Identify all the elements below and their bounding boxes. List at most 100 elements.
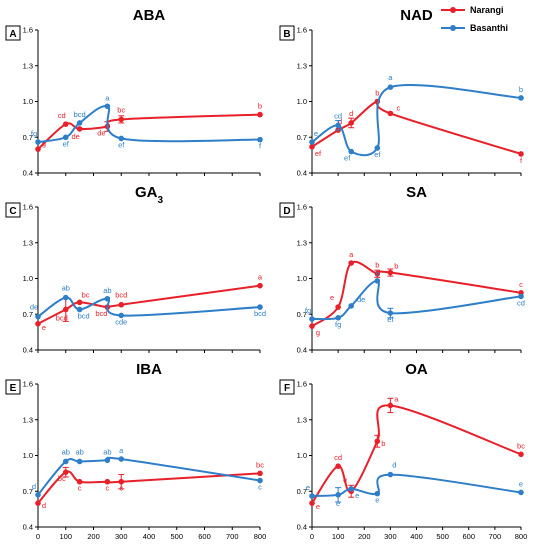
x-tick-label: 500: [436, 532, 449, 541]
x-tick-label: 800: [515, 532, 528, 541]
panel-letter-box: [279, 202, 295, 218]
y-tick-label: 1.0: [297, 451, 307, 460]
data-label: bc: [82, 290, 90, 299]
data-point: [387, 471, 394, 478]
x-tick-label: 400: [410, 532, 423, 541]
data-point: [518, 489, 524, 496]
data-point: [309, 500, 315, 506]
data-label: b: [519, 85, 523, 94]
data-label: d: [392, 461, 396, 470]
data-label: ef: [387, 315, 394, 324]
y-tick-label: 1.6: [297, 26, 307, 35]
data-point: [76, 458, 83, 465]
data-label: cd: [334, 111, 342, 120]
data-label: f: [520, 156, 523, 165]
data-label: c: [258, 483, 262, 492]
data-point: [335, 492, 341, 498]
panel-letter: F: [284, 383, 290, 394]
data-label: e: [519, 479, 523, 488]
x-tick-label: 800: [254, 532, 267, 541]
y-tick-label: 1.3: [297, 415, 307, 424]
x-tick-label: 300: [384, 532, 397, 541]
panel-title: GA3: [135, 184, 164, 206]
y-tick-label: 1.0: [23, 97, 33, 106]
data-point: [387, 110, 394, 117]
data-label: b: [381, 439, 385, 448]
data-point: [335, 304, 341, 310]
data-point: [35, 320, 41, 327]
y-tick-label: 1.6: [297, 203, 307, 212]
y-tick-label: 1.6: [23, 203, 33, 212]
y-tick-label: 1.0: [297, 274, 307, 283]
data-point: [76, 120, 83, 126]
data-point: [76, 126, 83, 132]
data-label: bcd: [254, 309, 266, 318]
data-point: [257, 470, 263, 477]
data-point: [518, 293, 524, 300]
series-line: [311, 260, 522, 328]
x-tick-label: 0: [310, 532, 314, 541]
y-tick-label: 0.7: [23, 310, 33, 319]
series-line: [311, 100, 522, 155]
y-tick-label: 0.4: [297, 169, 307, 178]
data-point: [62, 306, 69, 313]
data-label: e: [355, 491, 359, 500]
data-label: ab: [103, 286, 111, 295]
legend: Narangi Basanthi: [441, 5, 508, 33]
panel-title: OA: [405, 361, 428, 378]
data-label: c: [106, 484, 110, 493]
panel-c: 0.40.71.01.31.6CGA3ebcdbcbcdbcdadeabbcda…: [5, 184, 266, 355]
data-point: [335, 463, 341, 470]
data-label: de: [97, 129, 105, 138]
data-label: a: [258, 273, 263, 282]
data-point: [62, 121, 69, 127]
y-tick-label: 0.7: [297, 310, 307, 319]
data-point: [518, 95, 524, 101]
data-point: [257, 304, 263, 310]
data-point: [387, 402, 394, 409]
data-label: c: [397, 103, 401, 112]
y-tick-label: 1.3: [23, 61, 33, 70]
y-tick-label: 1.3: [297, 61, 307, 70]
data-label: bc: [58, 474, 66, 483]
panel-title: SA: [406, 184, 427, 201]
data-point: [257, 477, 263, 484]
data-point: [62, 458, 69, 465]
data-label: b: [258, 102, 262, 111]
y-tick-label: 0.4: [297, 346, 307, 355]
data-point: [374, 270, 381, 277]
series-narangi: e cd e b a bc: [309, 394, 525, 511]
data-label: ab: [62, 284, 70, 293]
data-label: de: [30, 303, 38, 312]
data-label: ab: [75, 447, 83, 456]
data-label: e: [314, 129, 318, 138]
legend-marker: [450, 7, 456, 13]
data-point: [335, 122, 341, 129]
data-point: [104, 295, 111, 302]
data-point: [348, 120, 354, 126]
y-tick-label: 0.7: [23, 133, 33, 142]
y-tick-label: 1.3: [297, 238, 307, 247]
data-label: b: [375, 261, 379, 270]
data-label: e: [336, 499, 340, 508]
data-label: e: [330, 293, 334, 302]
data-point: [62, 469, 69, 475]
data-label: cd: [58, 111, 66, 120]
data-label: bcd: [95, 309, 107, 318]
panel-letter-box: [279, 25, 295, 41]
series-basanthi: dab ab ab ac: [32, 446, 263, 498]
panel-letter-box: [5, 25, 21, 41]
x-tick-label: 700: [489, 532, 502, 541]
x-tick-label: 300: [115, 532, 128, 541]
data-point: [35, 139, 41, 145]
data-label: cd: [517, 298, 525, 307]
y-tick-label: 0.4: [23, 523, 33, 532]
data-point: [348, 303, 354, 309]
data-point: [387, 84, 394, 90]
data-point: [76, 306, 83, 313]
panel-letter: E: [10, 383, 17, 394]
